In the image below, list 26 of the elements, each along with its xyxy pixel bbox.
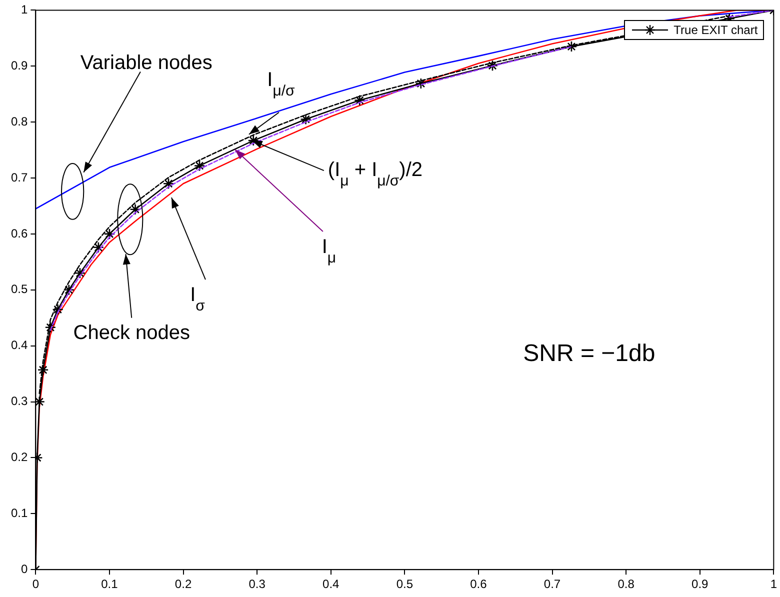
x-tick-label: 0.7 (544, 577, 561, 592)
x-tick-label: 0 (32, 577, 40, 592)
y-tick-label: 0.3 (10, 394, 28, 408)
y-tick-label: 0.4 (10, 338, 28, 352)
y-tick-label: 0.6 (10, 226, 28, 240)
x-tick-label: 0.4 (322, 577, 340, 592)
y-tick-label: 0.7 (10, 170, 28, 184)
x-tick-label: 0.3 (248, 577, 266, 592)
annotation: Check nodes (73, 322, 190, 344)
y-tick-label: 0 (20, 562, 28, 576)
y-tick-label: 0.2 (10, 450, 28, 464)
y-tick-label: 1 (20, 2, 28, 17)
legend-label: True EXIT chart (674, 23, 758, 38)
y-tick-label: 0.5 (10, 282, 28, 296)
x-tick-label: 0.9 (692, 577, 709, 592)
x-tick-label: 0.8 (618, 577, 635, 592)
x-tick-label: 0.6 (470, 577, 488, 592)
x-tick-label: 0.1 (101, 577, 118, 592)
annotation: SNR = −1db (523, 340, 656, 367)
annotation: Variable nodes (80, 52, 212, 74)
y-tick-label: 0.8 (10, 114, 28, 128)
x-tick-label: 0.2 (174, 577, 192, 592)
x-tick-label: 0.5 (396, 577, 414, 592)
x-tick-label: 1 (770, 577, 778, 592)
y-tick-label: 0.9 (10, 58, 28, 72)
y-tick-label: 0.1 (10, 506, 28, 520)
